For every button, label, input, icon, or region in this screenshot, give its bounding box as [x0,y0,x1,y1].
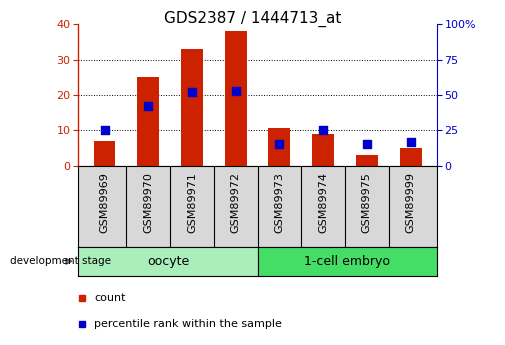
Text: count: count [94,293,126,303]
Point [275,141,283,147]
Text: GSM89972: GSM89972 [231,172,241,233]
Bar [399,148,422,166]
Point [188,89,196,95]
Text: percentile rank within the sample: percentile rank within the sample [94,319,282,329]
Bar [225,31,246,166]
Bar [137,77,159,166]
Text: 1-cell embryo: 1-cell embryo [304,255,390,268]
Bar [181,49,203,166]
Text: GSM89971: GSM89971 [187,172,197,233]
Point [144,104,153,109]
Bar [356,155,378,166]
Text: GSM89969: GSM89969 [99,172,110,233]
Point [319,128,327,133]
Text: GSM89975: GSM89975 [362,172,372,233]
Text: GSM89973: GSM89973 [274,172,284,233]
Point [363,141,371,147]
Text: development stage: development stage [10,256,111,266]
Point [232,88,240,93]
Bar [312,134,334,166]
Text: GSM89999: GSM89999 [406,172,416,233]
Text: GDS2387 / 1444713_at: GDS2387 / 1444713_at [164,10,341,27]
Point [100,128,109,133]
Text: oocyte: oocyte [147,255,189,268]
Text: GSM89970: GSM89970 [143,172,153,233]
Point [407,139,415,144]
Text: GSM89974: GSM89974 [318,172,328,233]
Bar [269,128,290,166]
Bar [93,141,116,166]
